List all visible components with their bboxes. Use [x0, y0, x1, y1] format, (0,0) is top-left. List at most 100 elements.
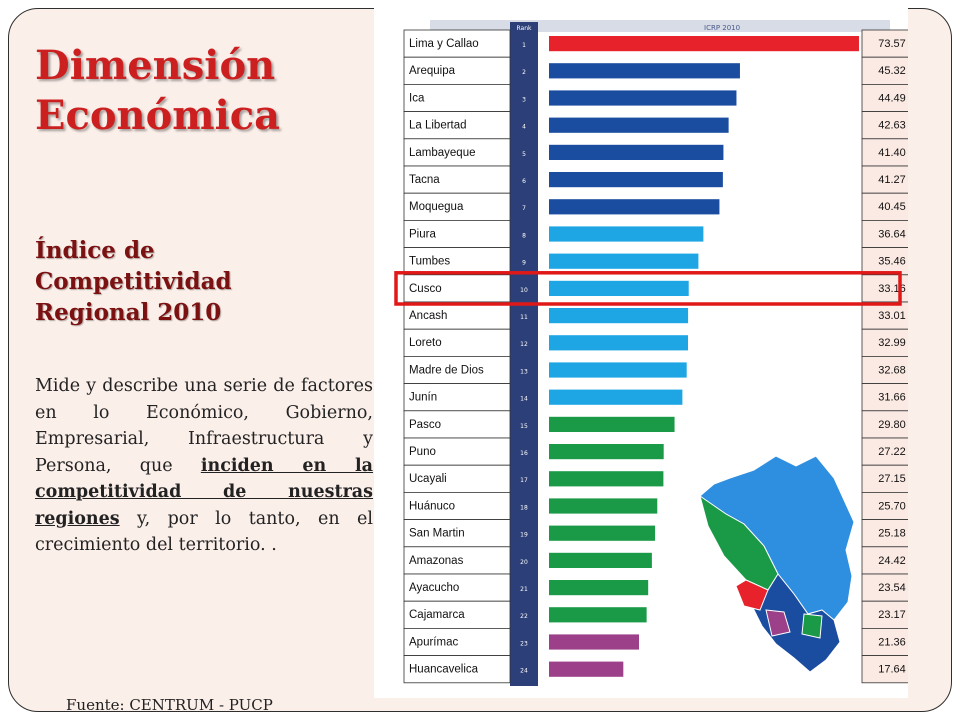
bar — [549, 335, 688, 351]
title-line: Económica — [35, 92, 281, 139]
bar — [549, 580, 649, 596]
value-label: 21.36 — [878, 636, 906, 648]
rank-column — [510, 22, 538, 686]
rank-label: 9 — [522, 260, 526, 267]
description: Mide y describe una serie de factores en… — [35, 373, 373, 559]
bar — [549, 90, 737, 106]
value-cell — [861, 655, 908, 684]
highlight-box — [394, 271, 902, 306]
bar — [549, 199, 720, 215]
region-name-cell — [403, 219, 511, 248]
region-name-cell — [403, 29, 511, 58]
peru-map-purple-regions — [765, 609, 791, 637]
value-label: 45.32 — [878, 65, 906, 77]
region-name-cell — [403, 437, 511, 466]
bar — [549, 661, 624, 677]
value-label: 24.42 — [878, 555, 906, 567]
region-name-cell — [403, 546, 511, 575]
value-cell — [861, 628, 908, 657]
rank-label: 5 — [522, 151, 526, 158]
bar — [549, 253, 699, 269]
value-label: 33.01 — [878, 310, 906, 322]
rank-label: 11 — [520, 314, 528, 321]
region-name-label: Apurímac — [409, 636, 458, 648]
bar — [549, 63, 740, 79]
region-name-label: Lima y Callao — [409, 38, 479, 50]
value-cell — [861, 111, 908, 140]
region-name-label: Arequipa — [409, 65, 456, 77]
bar — [549, 471, 664, 487]
chart-header-strip — [430, 20, 890, 32]
value-label: 17.64 — [878, 664, 906, 676]
value-cell — [861, 519, 908, 548]
bar — [549, 144, 724, 160]
bar — [549, 36, 859, 52]
value-label: 36.64 — [878, 228, 906, 240]
value-label: 44.49 — [878, 92, 906, 104]
region-name-cell — [403, 165, 511, 194]
rank-label: 4 — [522, 124, 526, 131]
rank-label: 3 — [522, 96, 526, 103]
region-name-label: Ayacucho — [409, 582, 459, 594]
rank-label: 8 — [522, 232, 526, 239]
value-label: 25.70 — [878, 500, 906, 512]
bar — [549, 444, 664, 460]
rank-label: 12 — [520, 341, 528, 348]
bar — [549, 416, 675, 432]
region-name-label: Tumbes — [409, 256, 450, 268]
value-label: 23.54 — [878, 582, 906, 594]
value-label: 42.63 — [878, 120, 906, 132]
value-cell — [861, 29, 908, 58]
rank-label: 2 — [522, 69, 526, 76]
region-name-cell — [403, 192, 511, 221]
region-name-label: Ancash — [409, 310, 447, 322]
region-name-label: Puno — [409, 446, 436, 458]
rank-label: 19 — [520, 532, 528, 539]
value-label: 40.45 — [878, 201, 906, 213]
chart-panel: ICRP 2010 Rank Lima y Callao 1 73.57 Arequipa… — [374, 8, 908, 698]
region-name-label: Cusco — [409, 283, 442, 295]
region-name-label: Ica — [409, 92, 425, 104]
value-label: 41.27 — [878, 174, 906, 186]
rank-label: 16 — [520, 450, 528, 457]
value-cell — [861, 600, 908, 629]
source-note: Fuente: CENTRUM - PUCP — [66, 696, 273, 712]
region-name-cell — [403, 600, 511, 629]
value-label: 73.57 — [878, 38, 906, 50]
value-label: 27.15 — [878, 473, 906, 485]
value-label: 32.99 — [878, 337, 906, 349]
value-cell — [861, 192, 908, 221]
rank-label: 6 — [522, 178, 526, 185]
bar — [549, 172, 723, 188]
slide-subtitle: Índice de Competitividad Regional 2010 — [35, 235, 232, 328]
value-label: 25.18 — [878, 528, 906, 540]
region-name-cell — [403, 84, 511, 113]
value-label: 23.17 — [878, 609, 906, 621]
value-label: 27.22 — [878, 446, 906, 458]
chart-title: ICRP 2010 — [704, 24, 740, 32]
rank-label: 7 — [522, 205, 526, 212]
bar — [549, 362, 687, 378]
value-label: 41.40 — [878, 147, 906, 159]
description-emphasis: inciden en la competitividad de nuestras… — [35, 455, 373, 529]
rank-label: 24 — [520, 668, 528, 675]
peru-map-south — [751, 573, 841, 673]
bar — [549, 280, 689, 296]
value-label: 35.46 — [878, 256, 906, 268]
region-name-label: San Martin — [409, 528, 465, 540]
value-cell — [861, 247, 908, 276]
bar — [549, 607, 647, 623]
rank-label: 22 — [520, 613, 528, 620]
rank-label: 17 — [520, 477, 528, 484]
rank-label: 1 — [522, 42, 526, 49]
rank-label: 14 — [520, 396, 528, 403]
region-name-cell — [403, 383, 511, 412]
region-name-cell — [403, 111, 511, 140]
slide-title: Dimensión Económica — [35, 41, 280, 141]
bar — [549, 226, 704, 242]
rank-label: 15 — [520, 423, 528, 430]
value-cell — [861, 56, 908, 85]
value-cell — [861, 410, 908, 439]
bar — [549, 525, 656, 541]
region-name-cell — [403, 628, 511, 657]
